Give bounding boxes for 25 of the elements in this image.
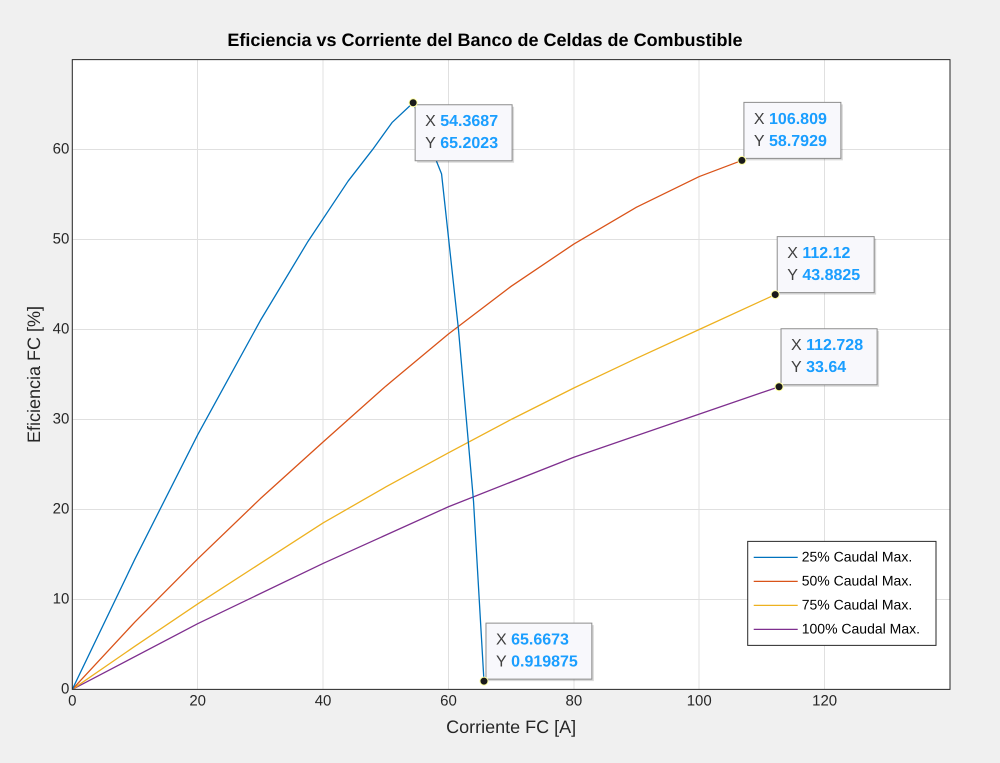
y-tick-label: 50 [52,230,70,248]
y-tick-label: 10 [52,590,70,608]
x-tick-label: 80 [565,692,582,710]
y-tick-label: 20 [52,500,70,518]
y-axis-title: Eficiencia FC [%] [24,306,44,444]
x-tick-label: 60 [440,692,457,710]
annotation: X 112.12 Y 43.8825 [787,244,860,284]
x-axis-title: Corriente FC [A] [446,717,576,738]
y-tick-label: 0 [60,680,70,698]
legend-label: 25% Caudal Max. [802,548,912,564]
annotation: X 106.809 Y 58.7929 [754,110,827,150]
annotation: X 65.6673 Y 0.919875 [496,632,578,671]
legend-label: 50% Caudal Max. [802,572,912,588]
x-tick-label: 100 [686,692,712,710]
x-tick-label: 120 [812,692,838,710]
legend-label: 75% Caudal Max. [802,596,912,612]
y-tick-label: 60 [52,140,70,158]
annotation: X 54.3687 Y 65.2023 [425,113,498,152]
y-tick-label: 40 [52,320,70,338]
x-tick-label: 20 [189,692,206,710]
y-tick-label: 30 [52,410,70,428]
legend-label: 100% Caudal Max. [802,620,920,636]
x-tick-label: 40 [314,692,332,710]
annotation: X 112.728 Y 33.64 [791,337,864,376]
chart-title: Eficiencia vs Corriente del Banco de Celdas de Combustible [227,30,743,50]
